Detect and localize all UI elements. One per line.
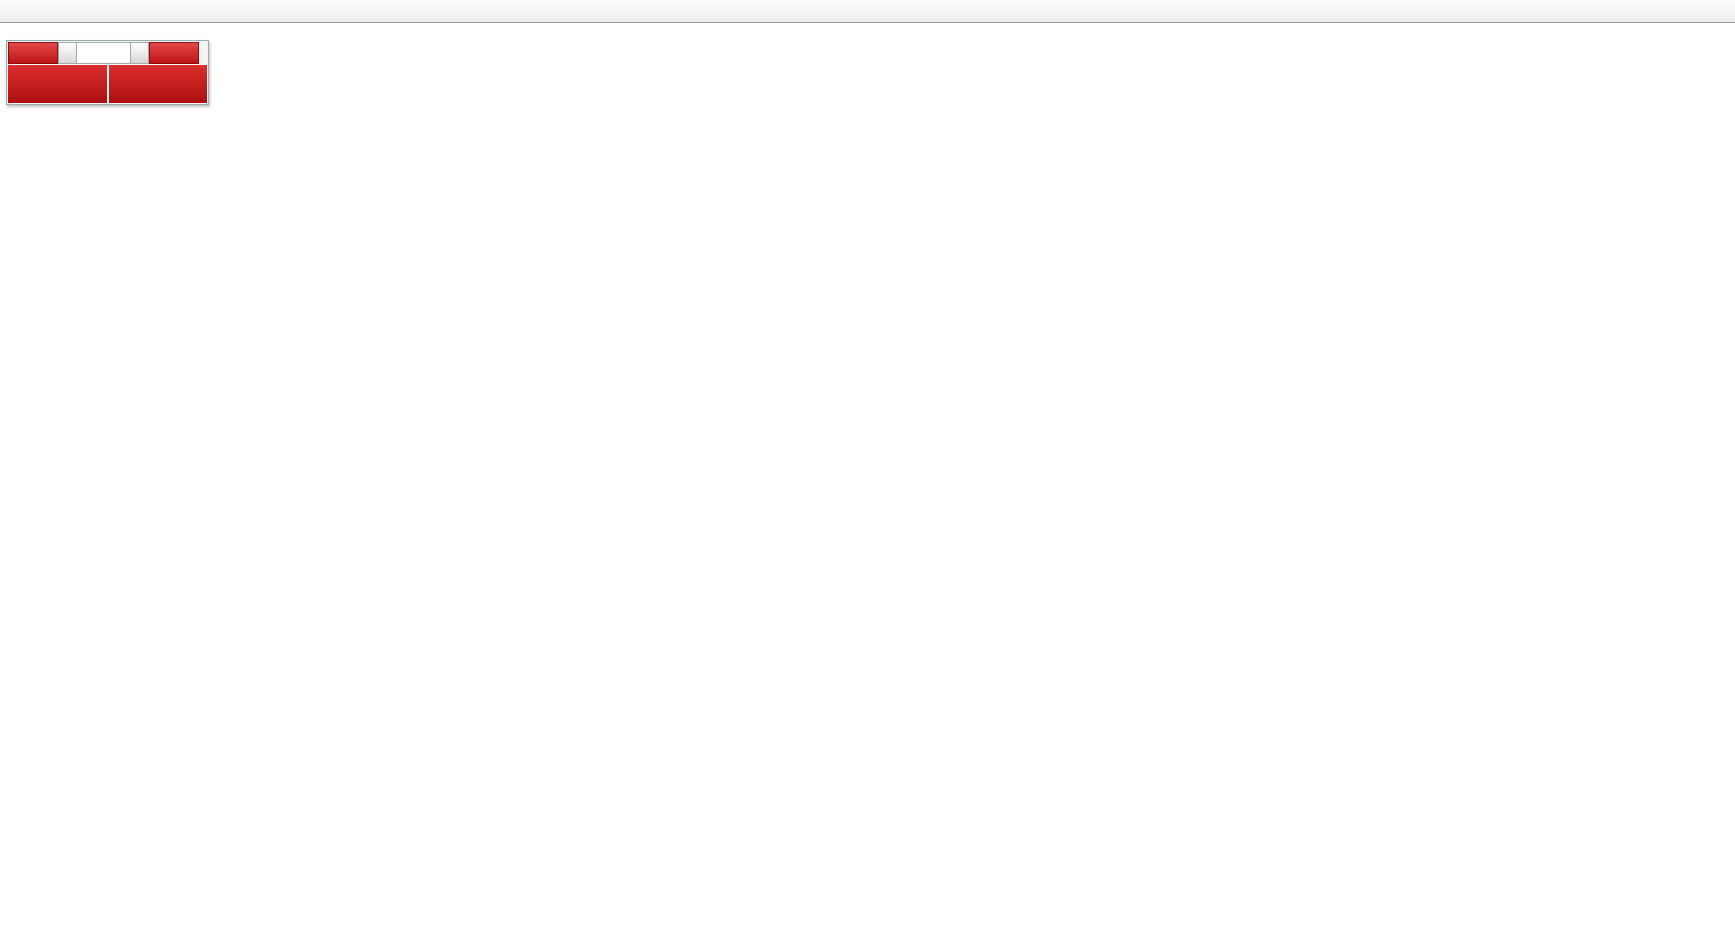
chart-canvas[interactable]	[0, 22, 1735, 945]
sell-button[interactable]	[8, 42, 58, 64]
main-toolbar	[0, 0, 1735, 23]
volume-input[interactable]	[77, 42, 130, 64]
chart-symbol-header	[5, 25, 8, 37]
volume-decrease-button[interactable]	[58, 42, 77, 64]
buy-button[interactable]	[149, 42, 199, 64]
one-click-trading-panel	[6, 40, 209, 105]
sell-price-display[interactable]	[8, 65, 107, 103]
volume-increase-button[interactable]	[130, 42, 149, 64]
buy-price-display[interactable]	[108, 65, 207, 103]
